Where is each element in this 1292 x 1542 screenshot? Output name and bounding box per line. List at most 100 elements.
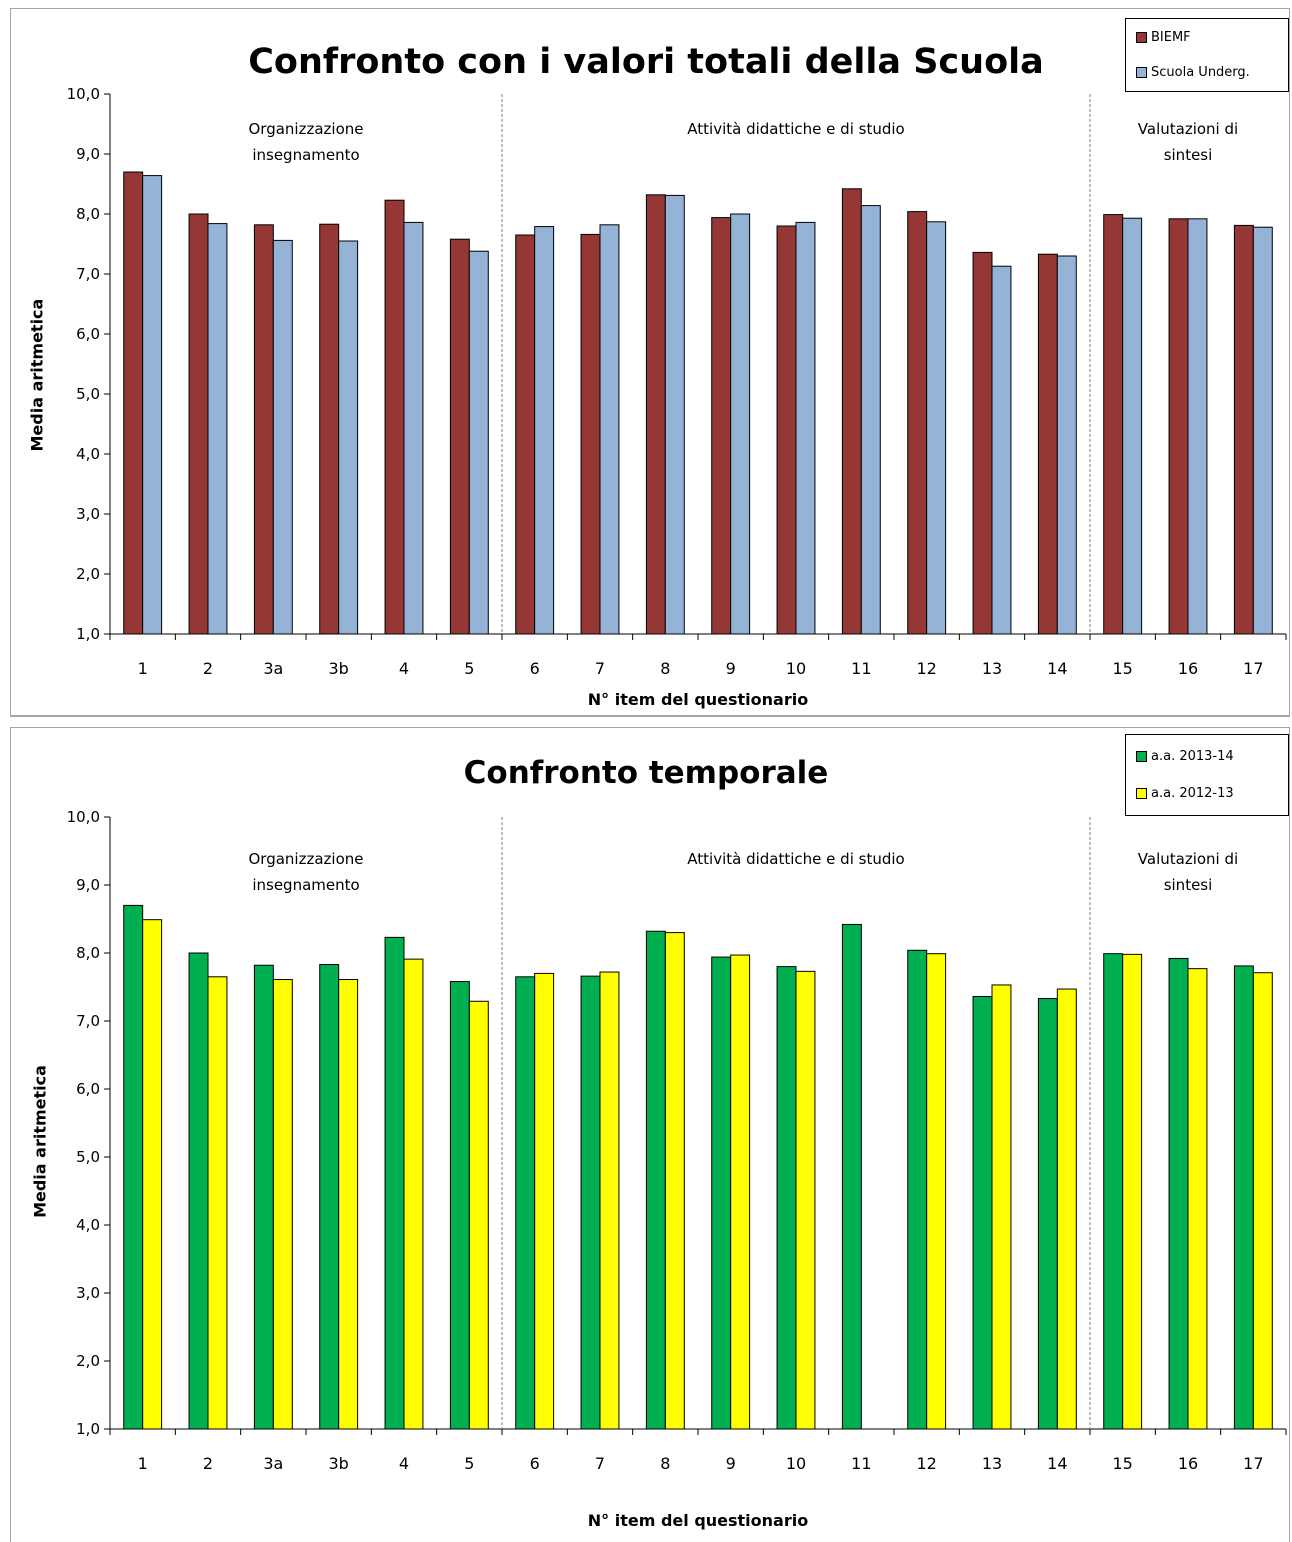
x-tick-label: 15 xyxy=(1112,659,1132,678)
legend-label-scuola: Scuola Underg. xyxy=(1151,65,1250,80)
y-tick-label: 8,0 xyxy=(76,944,100,962)
x-tick-label: 16 xyxy=(1178,659,1198,678)
x-tick-label: 3a xyxy=(263,1454,283,1473)
bar-series-1 xyxy=(123,171,144,635)
x-tick-label: 5 xyxy=(464,1454,474,1473)
bar-series-1 xyxy=(319,964,340,1430)
y-tick-label: 6,0 xyxy=(76,325,100,343)
bar-series-1 xyxy=(1037,998,1058,1430)
y-tick-label: 6,0 xyxy=(76,1080,100,1098)
bar-series-1 xyxy=(188,952,209,1430)
legend-item-scuola: Scuola Underg. xyxy=(1136,65,1250,80)
y-tick-label: 5,0 xyxy=(76,1148,100,1166)
x-tick-label: 5 xyxy=(464,659,474,678)
chart-title: Confronto temporale xyxy=(463,755,829,791)
x-tick-label: 7 xyxy=(595,659,605,678)
x-tick-label: 13 xyxy=(982,1454,1002,1473)
bar-series-1 xyxy=(841,923,862,1430)
bar-series-2 xyxy=(599,224,620,635)
x-tick-label: 3b xyxy=(328,659,348,678)
y-tick-label: 9,0 xyxy=(76,145,100,163)
bar-series-1 xyxy=(645,194,666,635)
bar-series-1 xyxy=(907,211,928,635)
bar-series-2 xyxy=(468,1000,489,1430)
bar-series-1 xyxy=(776,225,797,635)
group-label: Organizzazione xyxy=(249,850,364,868)
x-tick-label: 12 xyxy=(916,1454,936,1473)
group-label: Organizzazione xyxy=(249,120,364,138)
y-tick-label: 10,0 xyxy=(67,85,100,103)
x-tick-label: 3b xyxy=(328,1454,348,1473)
group-label: Attività didattiche e di studio xyxy=(687,850,904,868)
bar-series-1 xyxy=(384,936,405,1430)
bar-series-1 xyxy=(645,930,666,1430)
y-tick-label: 9,0 xyxy=(76,876,100,894)
x-tick-label: 3a xyxy=(263,659,283,678)
bar-series-2 xyxy=(468,250,489,635)
chart-panel-school-comparison: Confronto con i valori totali della Scuo… xyxy=(0,0,1292,717)
bar-series-1 xyxy=(253,964,274,1430)
chart-title: Confronto con i valori totali della Scuo… xyxy=(248,42,1044,82)
bar-series-1 xyxy=(1103,953,1124,1430)
x-tick-label: 14 xyxy=(1047,659,1067,678)
bar-series-2 xyxy=(860,205,881,635)
x-tick-label: 2 xyxy=(203,659,213,678)
legend-label-2013-14: a.a. 2013-14 xyxy=(1151,749,1234,764)
x-tick-label: 2 xyxy=(203,1454,213,1473)
x-tick-label: 8 xyxy=(660,1454,670,1473)
bar-series-2 xyxy=(664,194,685,635)
legend-item-2013-14: a.a. 2013-14 xyxy=(1136,749,1234,764)
bar-series-2 xyxy=(272,239,293,635)
bar-series-1 xyxy=(1168,218,1189,635)
x-tick-label: 4 xyxy=(399,1454,409,1473)
bar-series-2 xyxy=(926,953,947,1430)
bar-series-1 xyxy=(188,213,209,635)
chart-frame xyxy=(10,727,1290,1542)
bar-series-1 xyxy=(776,966,797,1430)
legend-swatch-2013-14 xyxy=(1136,751,1147,762)
bar-series-1 xyxy=(449,981,470,1430)
bar-series-2 xyxy=(795,221,816,635)
bar-chart-school-comparison: 1,02,03,04,05,06,07,08,09,010,01 2 3a 3b 4 5 6… xyxy=(67,85,1287,678)
group-label: Attività didattiche e di studio xyxy=(687,120,904,138)
x-axis-label: N° item del questionario xyxy=(587,690,809,709)
bar-series-2 xyxy=(991,984,1012,1430)
chart-frame xyxy=(10,8,1290,717)
bar-series-1 xyxy=(253,224,274,635)
group-label: Valutazioni di xyxy=(1138,120,1238,138)
bar-series-2 xyxy=(1252,972,1273,1430)
x-tick-label: 9 xyxy=(726,659,736,678)
bar-series-1 xyxy=(580,233,601,635)
bar-series-2 xyxy=(403,958,424,1430)
bar-series-2 xyxy=(991,265,1012,635)
x-tick-label: 9 xyxy=(726,1454,736,1473)
y-tick-label: 1,0 xyxy=(76,1420,100,1438)
bar-series-2 xyxy=(1056,255,1077,635)
legend: BIEMF Scuola Underg. xyxy=(1125,18,1289,92)
x-tick-label: 12 xyxy=(916,659,936,678)
bar-series-2 xyxy=(272,979,293,1430)
x-tick-label: 7 xyxy=(595,1454,605,1473)
bar-series-2 xyxy=(599,971,620,1430)
bar-series-2 xyxy=(403,221,424,635)
bar-series-2 xyxy=(207,976,228,1430)
x-tick-label: 14 xyxy=(1047,1454,1067,1473)
chart-panel-temporal-comparison: Confronto temporale a.a. 2013-14 a.a. 20… xyxy=(0,719,1292,1542)
bar-series-1 xyxy=(841,188,862,635)
group-label: insegnamento xyxy=(252,876,359,894)
bar-series-2 xyxy=(1187,218,1208,635)
y-tick-label: 3,0 xyxy=(76,1284,100,1302)
bar-series-1 xyxy=(1168,957,1189,1430)
legend-item-2012-13: a.a. 2012-13 xyxy=(1136,786,1234,801)
bar-series-2 xyxy=(1122,953,1143,1430)
x-tick-label: 6 xyxy=(530,659,540,678)
y-tick-label: 7,0 xyxy=(76,1012,100,1030)
legend-label-2012-13: a.a. 2012-13 xyxy=(1151,786,1234,801)
legend-swatch-2012-13 xyxy=(1136,788,1147,799)
legend-item-biemf: BIEMF xyxy=(1136,30,1191,45)
bar-series-1 xyxy=(711,217,732,635)
bar-series-2 xyxy=(926,221,947,635)
bar-series-1 xyxy=(1103,214,1124,635)
bar-series-2 xyxy=(730,954,751,1430)
group-label: sintesi xyxy=(1164,876,1213,894)
